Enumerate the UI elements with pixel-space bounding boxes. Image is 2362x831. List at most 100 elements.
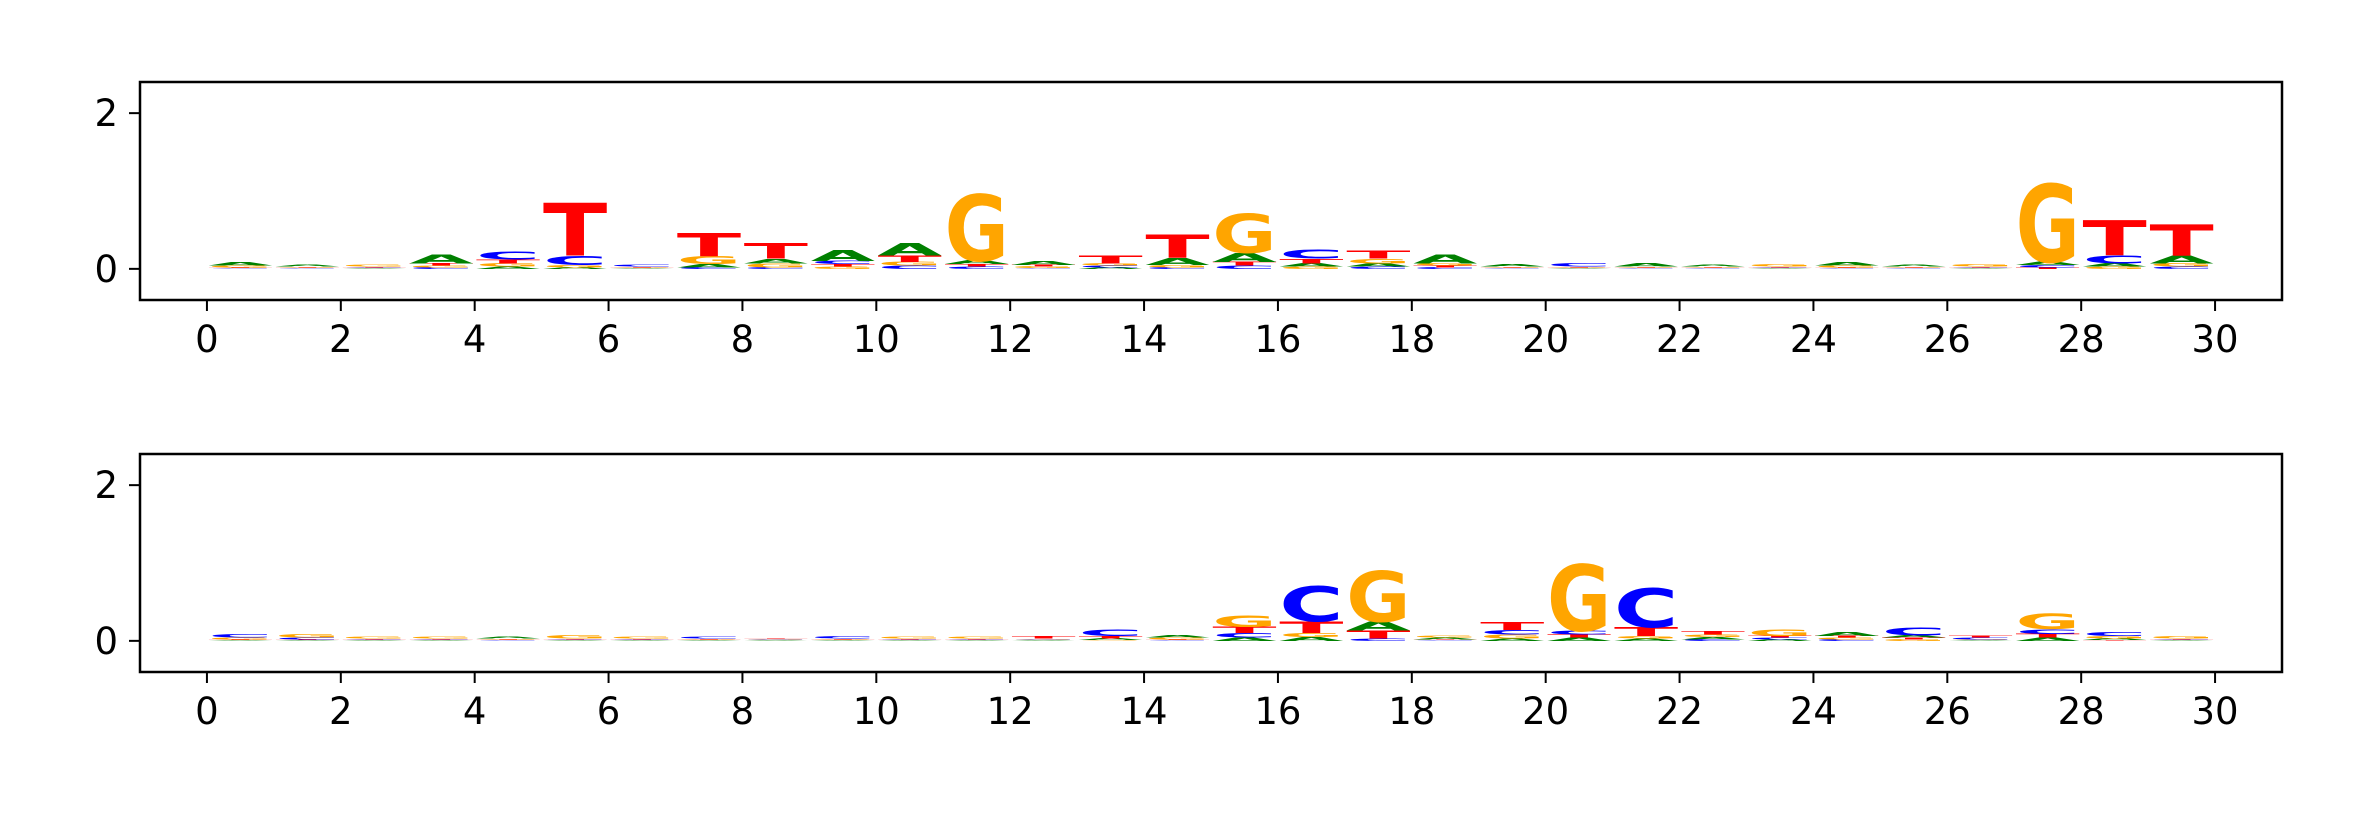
logo-letter-T-pos-18: T <box>1413 639 1478 640</box>
logo-letter-C-pos-11: C <box>945 266 1009 270</box>
logo-letter-C-pos-1: C <box>275 268 339 269</box>
logo-letter-A-pos-8: A <box>744 257 808 264</box>
logo-letter-G-pos-16: G <box>1279 266 1343 270</box>
logo-letter-A-pos-27: A <box>2016 637 2081 642</box>
logo-letter-G-pos-6: G <box>610 267 674 268</box>
logo-letter-C-pos-24: C <box>1815 639 1879 641</box>
logo-letter-T-pos-25: T <box>1882 266 1947 267</box>
logo-letter-T-pos-8: T <box>744 638 809 639</box>
logo-letter-A-pos-29: A <box>2149 640 2214 641</box>
logo-letter-C-pos-11: C <box>945 639 1009 640</box>
x-tick-label: 6 <box>597 318 621 361</box>
logo-letter-C-pos-3: C <box>409 639 473 640</box>
logo-letter-A-pos-29: A <box>2149 254 2213 266</box>
logo-letter-G-pos-4: G <box>476 263 540 268</box>
x-tick-label: 28 <box>2058 690 2105 733</box>
logo-letter-C-pos-25: C <box>1882 268 1946 269</box>
logo-letter-A-pos-17: A <box>1346 619 1410 634</box>
logo-letter-C-pos-2: C <box>342 267 406 268</box>
x-axis: 0 2 4 6 8 10 12 14 16 18 20 22 24 26 28 30 <box>195 300 2239 361</box>
logo-letter-T-pos-14: T <box>1145 639 1210 640</box>
logo-letter-A-pos-14: A <box>1145 635 1210 639</box>
logo-letter-T-pos-21: T <box>1614 624 1678 639</box>
x-tick-label: 16 <box>1254 690 1301 733</box>
x-tick-label: 0 <box>195 318 219 361</box>
logo-letter-T-pos-0: T <box>208 267 273 268</box>
logo-letter-G-pos-10: G <box>878 637 942 639</box>
logo-letter-G-pos-22: G <box>1681 267 1745 268</box>
logo-letter-A-pos-0: A <box>208 640 273 641</box>
logo-letter-A-pos-27: A <box>2016 261 2081 266</box>
logo-letter-C-pos-6: C <box>610 265 674 267</box>
logo-letter-T-pos-24: T <box>1815 636 1880 638</box>
x-tick-label: 26 <box>1924 690 1971 733</box>
logo-letter-C-pos-5: C <box>543 639 607 640</box>
x-tick-label: 20 <box>1522 690 1569 733</box>
logo-letter-G-pos-1: G <box>275 634 339 639</box>
logo-letter-G-pos-23: G <box>1748 264 1812 268</box>
logo-letter-G-pos-5: G <box>543 635 607 640</box>
logo-letter-A-pos-28: A <box>2083 638 2148 640</box>
logo-letter-T-pos-1: T <box>275 639 340 640</box>
logo-letter-G-pos-28: G <box>2083 266 2147 270</box>
logo-letter-T-pos-7: T <box>677 227 741 264</box>
logo-letter-G-pos-5: G <box>543 264 607 268</box>
logo-letter-C-pos-7: C <box>677 267 741 269</box>
x-tick-label: 6 <box>597 690 621 733</box>
logo-letter-A-pos-17: A <box>1346 263 1411 268</box>
logo-letter-T-pos-9: T <box>811 638 876 639</box>
logo-letter-G-pos-13: G <box>1078 640 1142 641</box>
logo-letter-A-pos-21: A <box>1614 263 1679 268</box>
logo-letter-C-pos-19: C <box>1480 629 1544 636</box>
logo-letter-A-pos-25: A <box>1882 265 1947 267</box>
axes-frame <box>138 452 2284 674</box>
logo-letter-G-pos-20: G <box>1547 267 1611 268</box>
logo-letter-C-pos-9: C <box>811 636 875 640</box>
logo-letter-T-pos-2: T <box>342 266 407 267</box>
logo-letter-A-pos-8: A <box>744 640 809 641</box>
x-tick-label: 12 <box>987 318 1034 361</box>
logo-letter-T-pos-26: T <box>1949 266 2014 267</box>
logo-letter-G-pos-24: G <box>1815 265 1879 267</box>
x-tick-label: 4 <box>463 318 487 361</box>
x-axis: 0 2 4 6 8 10 12 14 16 18 20 22 24 26 28 30 <box>195 672 2239 733</box>
logo-letter-G-pos-18: G <box>1413 636 1477 638</box>
logo-letter-G-pos-1: G <box>275 267 339 268</box>
x-tick-label: 26 <box>1924 318 1971 361</box>
y-axis: 02 <box>94 92 140 291</box>
logo-letter-C-pos-12: C <box>1012 639 1076 640</box>
logo-letter-G-pos-17: G <box>1346 257 1410 264</box>
logo-letter-A-pos-14: A <box>1145 256 1209 267</box>
logo-letter-G-pos-28: G <box>2083 636 2147 640</box>
logo-letter-T-pos-0: T <box>208 639 273 640</box>
logo-letter-T-pos-16: T <box>1279 257 1344 264</box>
logo-letter-A-pos-13: A <box>1078 638 1143 640</box>
logo-letter-A-pos-6: A <box>610 640 675 641</box>
x-tick-label: 16 <box>1254 318 1301 361</box>
logo-letter-A-pos-11: A <box>945 640 1010 641</box>
logo-letter-C-pos-21: C <box>1614 268 1678 269</box>
logo-letter-C-pos-20: C <box>1547 630 1611 636</box>
logo-letter-T-pos-21: T <box>1614 266 1679 267</box>
logo-letter-T-pos-27: T <box>2016 633 2081 639</box>
logo-letter-G-pos-23: G <box>1748 628 1812 638</box>
logo-letter-G-pos-0: G <box>208 637 272 639</box>
logo-letter-A-pos-11: A <box>945 259 1010 265</box>
logo-letter-A-pos-26: A <box>1949 268 2014 269</box>
logo-letter-C-pos-0: C <box>208 634 272 639</box>
logo-letter-G-pos-29: G <box>2149 263 2213 268</box>
logo-letter-T-pos-19: T <box>1480 620 1544 632</box>
logo-letter-T-pos-12: T <box>1012 636 1077 640</box>
logo-letter-C-pos-0: C <box>208 268 272 269</box>
x-tick-label: 10 <box>853 318 900 361</box>
logo-letter-A-pos-19: A <box>1480 264 1545 268</box>
x-tick-label: 14 <box>1121 690 1168 733</box>
logo-letter-C-pos-27: C <box>2016 628 2080 635</box>
logo-letter-G-pos-6: G <box>610 637 674 639</box>
logo-letter-T-pos-28: T <box>2083 640 2148 641</box>
logo-letter-A-pos-20: A <box>1547 637 1612 642</box>
logo-letter-A-pos-13: A <box>1078 267 1143 269</box>
logo-letter-A-pos-1: A <box>275 640 340 641</box>
x-tick-label: 8 <box>731 690 755 733</box>
logo-letter-C-pos-20: C <box>1547 263 1611 268</box>
